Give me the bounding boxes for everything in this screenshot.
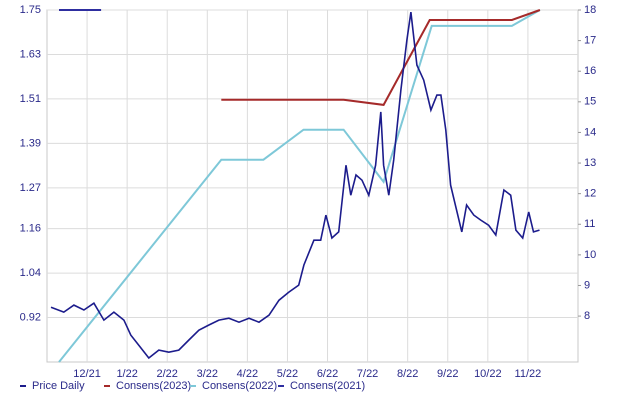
x-tick-label: 4/22 [237,368,258,380]
y2-tick-label: 15 [584,96,596,108]
y2-tick-label: 10 [584,249,596,261]
y-tick-label: 1.51 [20,93,41,105]
y2-tick-label: 18 [584,4,596,16]
series-line [50,11,540,360]
y-tick-label: 1.39 [20,137,41,149]
x-tick-label: 11/22 [515,368,542,380]
y-tick-label: 0.92 [20,311,41,323]
y2-tick-label: 14 [584,126,596,138]
y-tick-label: 1.63 [20,48,41,60]
x-tick-label: 2/22 [157,368,178,380]
legend-label: Consens(2023) [116,380,191,392]
series-line [221,9,541,106]
x-tick-label: 5/22 [277,368,298,380]
x-tick-label: 6/22 [317,368,338,380]
y2-tick-label: 17 [584,35,596,47]
x-tick-label: 8/22 [397,368,418,380]
x-tick-label: 7/22 [357,368,378,380]
legend-label: Price Daily [32,380,85,392]
y-tick-label: 1.04 [20,267,41,279]
y-tick-label: 1.16 [20,223,41,235]
series-line [58,9,541,363]
x-tick-label: 3/22 [197,368,218,380]
x-tick-label: 1/22 [116,368,137,380]
legend-label: Consens(2021) [290,380,365,392]
y2-tick-label: 11 [584,218,595,230]
y2-tick-label: 13 [584,157,596,169]
y-tick-label: 1.75 [20,4,41,16]
plot-area [46,9,579,363]
x-tick-label: 9/22 [437,368,458,380]
y-tick-label: 1.27 [20,182,41,194]
y2-tick-label: 8 [584,310,590,322]
x-tick-label: 10/22 [474,368,502,380]
y2-tick-label: 9 [584,279,590,291]
y2-tick-label: 12 [584,188,596,200]
x-tick-label: 12/21 [73,368,101,380]
y2-tick-label: 16 [584,65,596,77]
legend-label: Consens(2022) [202,380,277,392]
